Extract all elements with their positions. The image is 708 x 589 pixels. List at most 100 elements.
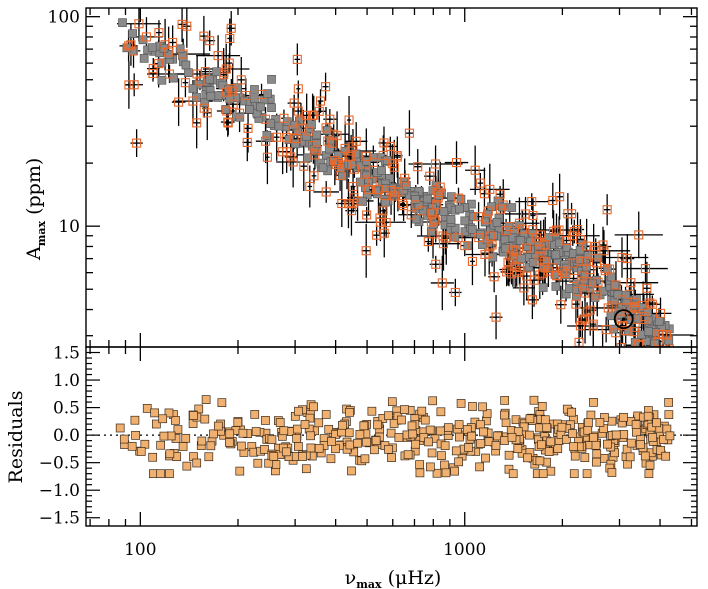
residual-point [353, 438, 362, 448]
observed-point [642, 283, 652, 293]
residual-point [664, 398, 673, 407]
observed-point [241, 90, 251, 101]
observed-point [483, 206, 493, 216]
observed-point [521, 243, 532, 253]
observed-point [337, 198, 347, 209]
residual-point [394, 433, 404, 442]
observed-point [495, 189, 505, 199]
model-point [139, 54, 149, 63]
model-point [588, 279, 597, 289]
residual-point [586, 410, 596, 420]
observed-point [321, 82, 331, 92]
residual-point [225, 429, 235, 439]
observed-point [205, 36, 215, 46]
residual-point [251, 427, 261, 436]
observed-point [451, 158, 462, 168]
observed-point [460, 241, 470, 251]
observed-point [323, 136, 333, 146]
model-point [362, 156, 372, 166]
y-tick-label: 100 [48, 8, 80, 28]
model-point [380, 184, 390, 193]
observed-point [296, 116, 306, 126]
residual-point [491, 441, 501, 450]
residual-point [397, 415, 406, 425]
residual-point [386, 428, 396, 438]
observed-point [325, 114, 335, 124]
observed-point [540, 239, 550, 249]
residual-point [636, 440, 645, 450]
residual-point [173, 425, 183, 434]
observed-point [124, 80, 134, 90]
residual-point [275, 418, 285, 427]
observed-point [480, 249, 490, 260]
residual-point [327, 437, 336, 446]
model-point [516, 236, 526, 245]
residual-point [513, 444, 523, 453]
residual-point [462, 425, 472, 434]
observed-point [580, 314, 590, 324]
residual-point [403, 450, 413, 460]
residual-point [501, 418, 511, 427]
observed-point [321, 123, 331, 133]
model-point [606, 311, 616, 321]
residual-point [165, 469, 174, 479]
observed-point [638, 300, 648, 310]
residual-point [130, 415, 140, 425]
model-point [606, 272, 616, 282]
residual-point [292, 434, 302, 443]
observed-point [411, 200, 421, 210]
observed-point [498, 200, 508, 210]
observed-point [588, 321, 598, 331]
observed-point [393, 187, 403, 197]
observed-point [510, 261, 520, 271]
y-tick-label: −0.5 [39, 454, 80, 474]
residual-point [165, 449, 175, 459]
bottom-data [86, 395, 697, 479]
residual-point [407, 421, 417, 431]
observed-point [375, 217, 385, 227]
model-point [551, 250, 561, 260]
residual-point [450, 466, 459, 476]
observed-point [360, 167, 370, 177]
residual-point [454, 457, 464, 467]
observed-point [128, 46, 139, 56]
residual-point [420, 415, 430, 425]
model-point [282, 117, 292, 127]
residual-point [595, 418, 605, 427]
residual-point [440, 460, 449, 470]
observed-point [348, 181, 358, 192]
residual-point [544, 447, 554, 456]
observed-point [428, 229, 438, 239]
residual-point [631, 420, 641, 429]
residual-point [437, 451, 446, 460]
residual-point [584, 418, 593, 427]
observed-point [664, 344, 674, 347]
model-point [256, 102, 265, 112]
residual-point [592, 457, 601, 467]
observed-point [573, 286, 583, 297]
observed-point [199, 103, 209, 113]
model-point [463, 241, 473, 251]
model-point [541, 264, 551, 273]
residual-point [428, 396, 438, 406]
residual-point [538, 469, 548, 479]
observed-point [556, 300, 566, 310]
observed-point [305, 181, 315, 192]
observed-point [351, 136, 361, 146]
observed-point [665, 350, 673, 358]
residual-point [623, 459, 632, 469]
residual-point [535, 456, 545, 466]
residual-point [294, 442, 303, 451]
model-point [455, 204, 464, 214]
residual-point [582, 469, 592, 479]
residual-point [321, 410, 331, 419]
model-point [325, 144, 334, 154]
observed-point [598, 240, 608, 250]
observed-point [235, 108, 245, 118]
observed-point [368, 157, 378, 167]
top-panel: 10 100 Amax (ppm) [23, 7, 698, 358]
observed-point [552, 271, 562, 281]
observed-point [398, 199, 408, 209]
x-tick-label: 100 [124, 540, 156, 560]
